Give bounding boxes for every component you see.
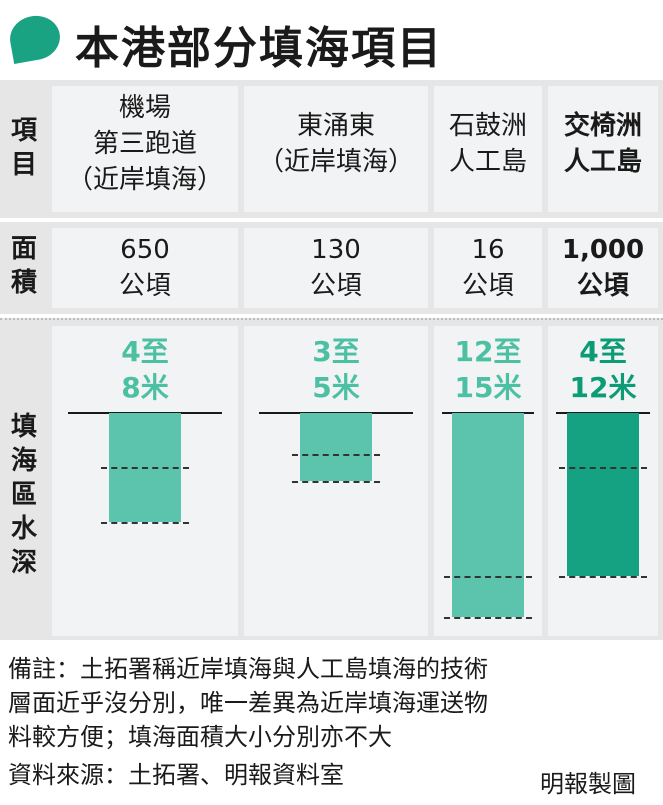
depth-label-1-max: 5米 [312, 371, 360, 404]
depth-label-1-min: 3至 [312, 335, 360, 368]
cell-header-2 [434, 86, 542, 212]
cell-area-3 [548, 228, 658, 308]
column-header-1-line-2: （近岸填海） [257, 147, 414, 177]
min-depth-marker [559, 467, 647, 470]
footnote-line-2: 層面近乎沒分別，唯一差異為近岸填海運送物 [8, 689, 488, 717]
depth-label-1: 3至 5米 [244, 334, 428, 406]
footer: 備註：土拓署稱近岸填海與人工島填海的技術 層面近乎沒分別，唯一差異為近岸填海運送… [0, 640, 663, 805]
depth-label-3-min: 4至 [579, 335, 627, 368]
page-title: 本港部分填海項目 [75, 23, 443, 74]
column-header-3: 交椅洲 人工島 [548, 108, 658, 180]
column-header-2-line-2: 人工島 [448, 147, 527, 177]
depth-label-2-max: 15米 [454, 371, 522, 404]
min-depth-marker [444, 576, 532, 579]
footnote-line-1: 備註：土拓署稱近岸填海與人工島填海的技術 [8, 655, 488, 683]
cell-area-0 [52, 228, 238, 308]
footnote-line-3: 料較方便；填海面積大小分別亦不大 [8, 723, 392, 751]
area-value-1: 130 公頃 [244, 232, 428, 304]
column-header-3-line-2: 人工島 [563, 147, 642, 177]
cell-header-1 [244, 86, 428, 212]
column-header-0-line-1: 機場 [118, 93, 171, 123]
column-header-1-line-1: 東涌東 [296, 111, 375, 141]
min-depth-marker [292, 453, 380, 456]
column-header-2-line-1: 石鼓洲 [448, 111, 527, 141]
row-label-area: 面積 [0, 232, 48, 300]
area-unit-3: 公頃 [576, 271, 629, 301]
max-depth-marker [444, 617, 532, 619]
depth-label-2-min: 12至 [454, 335, 522, 368]
min-depth-marker [101, 467, 189, 470]
column-header-3-line-1: 交椅洲 [563, 111, 642, 141]
column-header-0: 機場 第三跑道 （近岸填海） [52, 90, 238, 198]
area-number-1: 130 [311, 235, 361, 265]
max-depth-marker [292, 481, 380, 483]
row-label-project-text: 項目 [11, 116, 38, 180]
depth-bar [300, 413, 372, 481]
depth-bar [452, 413, 524, 617]
column-header-0-line-2: 第三跑道 [92, 129, 197, 159]
column-header-0-line-3: （近岸填海） [66, 165, 223, 195]
credit: 明報製圖 [540, 770, 636, 798]
cell-header-0 [52, 86, 238, 212]
source-line: 資料來源：土拓署、明報資料室 [8, 761, 344, 789]
row-label-depth-text: 填海區水深 [11, 412, 38, 578]
row-label-depth: 填海區水深 [0, 410, 48, 580]
column-header-1: 東涌東 （近岸填海） [244, 108, 428, 180]
area-number-3: 1,000 [561, 235, 645, 265]
area-number-2: 16 [471, 235, 505, 265]
area-value-0: 650 公頃 [52, 232, 238, 304]
area-unit-1: 公頃 [309, 271, 362, 301]
column-header-2: 石鼓洲 人工島 [434, 108, 542, 180]
depth-label-3-max: 12米 [569, 371, 637, 404]
cell-area-2 [434, 228, 542, 308]
row-label-area-text: 面積 [11, 234, 38, 298]
area-value-3: 1,000 公頃 [548, 232, 658, 304]
depth-label-2: 12至 15米 [434, 334, 542, 406]
depth-label-3: 4至 12米 [548, 334, 658, 406]
area-unit-0: 公頃 [118, 271, 171, 301]
depth-bar [567, 413, 639, 577]
row-label-project: 項目 [0, 114, 48, 182]
cell-area-1 [244, 228, 428, 308]
cell-header-3 [548, 86, 658, 212]
area-value-2: 16 公頃 [434, 232, 542, 304]
area-unit-2: 公頃 [461, 271, 514, 301]
max-depth-marker [559, 576, 647, 579]
row-separator [0, 318, 663, 320]
area-number-0: 650 [120, 235, 170, 265]
speech-bubble-icon [6, 11, 64, 65]
max-depth-marker [101, 521, 189, 524]
depth-label-0-min: 4至 [121, 335, 169, 368]
depth-label-0-max: 8米 [121, 371, 169, 404]
header: 本港部分填海項目 [0, 0, 663, 80]
depth-label-0: 4至 8米 [52, 334, 238, 406]
